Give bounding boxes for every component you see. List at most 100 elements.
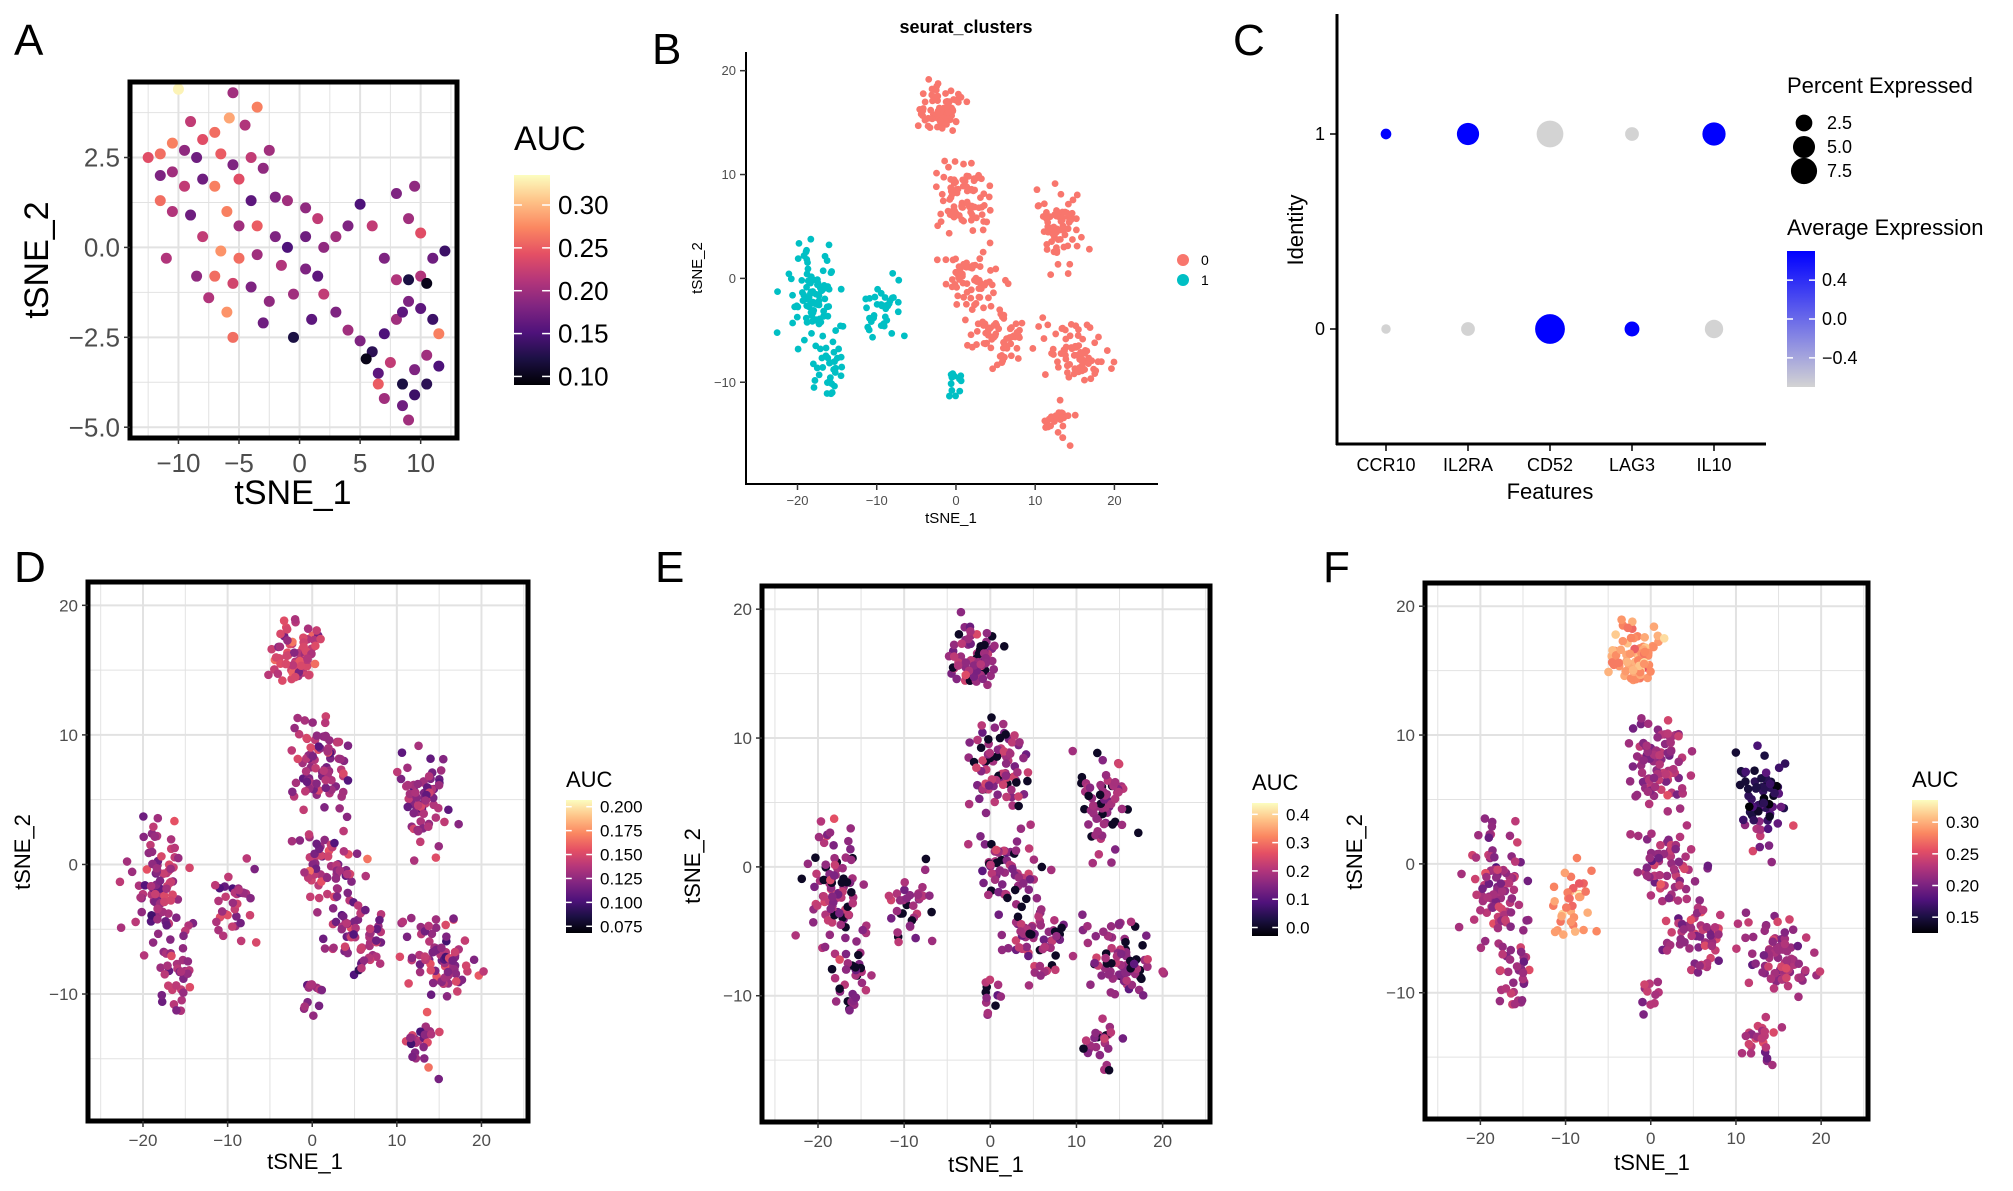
scatter-point bbox=[1766, 974, 1776, 983]
scatter-point bbox=[1482, 908, 1492, 917]
scatter-point bbox=[423, 822, 433, 832]
scatter-point bbox=[980, 190, 988, 198]
scatter-point bbox=[963, 280, 971, 288]
scatter-point bbox=[895, 896, 905, 905]
scatter-point bbox=[1000, 311, 1008, 319]
scatter-point bbox=[980, 304, 987, 312]
scatter-point bbox=[420, 952, 430, 961]
scatter-point bbox=[115, 877, 125, 887]
scatter-point bbox=[933, 256, 941, 264]
scatter-points bbox=[773, 75, 1118, 450]
scatter-point bbox=[957, 377, 965, 385]
scatter-point bbox=[234, 885, 243, 895]
scatter-point bbox=[1700, 941, 1710, 950]
scatter-point bbox=[1741, 777, 1750, 786]
y-tick-label: 0 bbox=[1406, 855, 1415, 874]
scatter-point bbox=[1085, 245, 1093, 253]
scatter-point bbox=[339, 826, 348, 836]
scatter-point bbox=[287, 746, 297, 755]
scatter-point bbox=[1769, 1028, 1778, 1037]
scatter-point bbox=[892, 906, 902, 916]
scatter-point bbox=[1091, 339, 1099, 347]
scatter-point bbox=[434, 803, 443, 813]
colorbar-tick-label: 0.175 bbox=[600, 822, 643, 841]
scatter-point bbox=[1681, 884, 1691, 894]
scatter-point bbox=[841, 965, 851, 974]
scatter-point bbox=[1035, 961, 1045, 971]
scatter-point bbox=[407, 953, 417, 963]
size-legend-key bbox=[1792, 135, 1816, 159]
scatter-point bbox=[996, 992, 1006, 1001]
scatter-point bbox=[1695, 896, 1704, 905]
scatter-point bbox=[172, 913, 181, 923]
scatter-point bbox=[803, 270, 811, 278]
scatter-point bbox=[954, 90, 962, 98]
scatter-point bbox=[157, 997, 167, 1007]
scatter-point bbox=[312, 626, 321, 635]
scatter-point bbox=[1781, 964, 1791, 973]
scatter-point bbox=[928, 115, 936, 123]
scatter-point bbox=[992, 752, 1002, 761]
scatter-point bbox=[986, 182, 994, 190]
scatter-point bbox=[940, 173, 948, 181]
scatter-point bbox=[428, 978, 438, 988]
x-tick-label: CCR10 bbox=[1356, 455, 1415, 475]
scatter-point bbox=[1753, 741, 1762, 750]
scatter-point bbox=[1143, 954, 1152, 964]
scatter-point bbox=[116, 923, 126, 932]
colorbar-tick-label: 0.3 bbox=[1286, 834, 1310, 853]
scatter-point bbox=[791, 303, 799, 311]
scatter-point bbox=[1023, 768, 1033, 777]
scatter-point bbox=[1694, 943, 1703, 952]
scatter-point bbox=[1770, 788, 1779, 798]
scatter-point bbox=[281, 195, 293, 207]
scatter-point bbox=[424, 772, 434, 781]
scatter-point bbox=[215, 148, 227, 160]
scatter-point bbox=[1126, 917, 1136, 927]
scatter-point bbox=[316, 870, 325, 879]
scatter-point bbox=[434, 780, 444, 790]
y-axis-ticks: 2.5 0.0 −2.5 −5.0 bbox=[69, 143, 130, 442]
scatter-point bbox=[1654, 853, 1664, 863]
panel-letter: F bbox=[1323, 543, 1350, 592]
scatter-point bbox=[837, 372, 845, 380]
scatter-point bbox=[1768, 937, 1778, 947]
scatter-point bbox=[318, 241, 330, 253]
scatter-point bbox=[312, 839, 321, 849]
panel-a: A −10 −5 0 5 10 2.5 0.0 −2.5 −5.0 tSNE_1 tSNE_2… bbox=[14, 16, 609, 512]
scatter-point bbox=[989, 365, 997, 373]
scatter-point bbox=[951, 158, 959, 165]
scatter-point bbox=[179, 988, 188, 997]
scatter-point bbox=[1687, 746, 1697, 756]
scatter-point bbox=[460, 936, 470, 945]
scatter-point bbox=[1640, 980, 1649, 989]
scatter-point bbox=[146, 881, 156, 891]
scatter-point bbox=[1773, 917, 1782, 927]
scatter-point bbox=[1107, 858, 1116, 867]
scatter-point bbox=[975, 794, 984, 804]
scatter-point bbox=[832, 364, 839, 372]
scatter-point bbox=[983, 339, 991, 347]
size-legend: 2.5 5.0 7.5 bbox=[1790, 113, 1852, 185]
scatter-point bbox=[1494, 902, 1504, 912]
scatter-point bbox=[227, 922, 237, 931]
y-tick-label: −10 bbox=[1386, 984, 1415, 1003]
colorbar-ticks: 0.200 0.175 0.150 0.125 0.100 0.075 bbox=[566, 798, 643, 936]
scatter-point bbox=[1759, 950, 1769, 960]
scatter-point bbox=[1758, 967, 1767, 977]
scatter-point bbox=[170, 816, 179, 826]
scatter-point bbox=[1739, 815, 1748, 825]
scatter-point bbox=[821, 295, 829, 303]
scatter-point bbox=[1117, 820, 1127, 830]
scatter-point bbox=[1487, 822, 1497, 831]
x-tick-label: −20 bbox=[129, 1131, 158, 1150]
scatter-point bbox=[1662, 871, 1672, 881]
scatter-point bbox=[1640, 633, 1649, 642]
colorbar-tick-label: −0.4 bbox=[1822, 348, 1858, 368]
scatter-point bbox=[293, 754, 303, 764]
scatter-point bbox=[982, 628, 992, 638]
scatter-point bbox=[1085, 354, 1093, 362]
scatter-point bbox=[1001, 771, 1011, 780]
panel-letter: E bbox=[655, 543, 684, 592]
scatter-point bbox=[228, 898, 238, 908]
